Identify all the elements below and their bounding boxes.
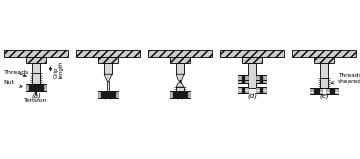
Text: (d): (d) [247, 93, 257, 99]
Bar [98, 91, 118, 98]
Bar [256, 87, 266, 93]
Bar [104, 63, 112, 74]
Bar [326, 88, 338, 94]
Bar [170, 91, 190, 98]
Bar [314, 57, 334, 63]
Text: Threads
sheared: Threads sheared [331, 73, 360, 84]
Bar [32, 63, 40, 74]
Bar [76, 50, 140, 57]
Bar [4, 50, 68, 57]
Text: (e): (e) [319, 93, 329, 99]
Bar [220, 50, 284, 57]
Bar [320, 78, 328, 88]
Text: (b): (b) [103, 93, 113, 99]
Bar [26, 57, 46, 63]
Bar [176, 63, 184, 74]
Bar [238, 87, 248, 93]
Bar [170, 57, 190, 63]
Bar [248, 63, 256, 88]
Text: Grip
length: Grip length [53, 60, 64, 78]
Polygon shape [107, 91, 109, 97]
Bar [238, 75, 248, 83]
Bar [310, 88, 323, 94]
Bar [148, 50, 212, 57]
Bar [176, 87, 184, 94]
Bar [320, 63, 328, 79]
Bar [32, 73, 40, 84]
Polygon shape [176, 80, 184, 87]
Text: (a): (a) [31, 93, 41, 99]
Bar [242, 57, 262, 63]
Text: Nut: Nut [4, 80, 22, 87]
Polygon shape [104, 74, 112, 81]
Polygon shape [176, 74, 184, 82]
Text: (c): (c) [175, 93, 185, 99]
Bar [256, 75, 266, 83]
Text: Threads: Threads [4, 70, 29, 77]
Text: Tension: Tension [24, 98, 48, 103]
Bar [98, 57, 118, 63]
Bar [26, 84, 46, 91]
Bar [292, 50, 356, 57]
Bar [107, 81, 109, 91]
